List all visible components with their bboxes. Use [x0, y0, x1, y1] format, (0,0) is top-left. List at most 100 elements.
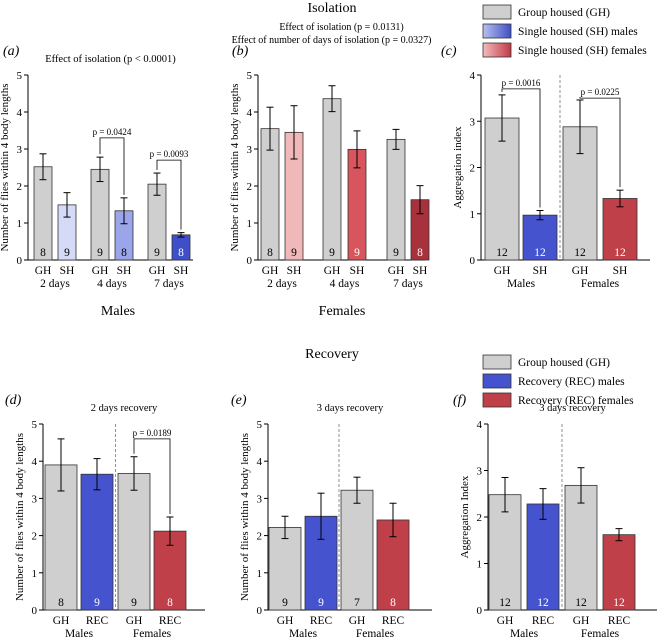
significance-bracket: [99, 137, 125, 195]
y-tick-label: 3: [257, 493, 263, 505]
legends: Group housed (GH) Single housed (SH) male…: [482, 4, 647, 408]
x-tick-label: GH: [494, 265, 511, 277]
n-label: 8: [167, 597, 173, 609]
legend-label: Single housed (SH) males: [518, 26, 638, 38]
x-tick-label: GH: [572, 265, 589, 277]
bar: [340, 489, 374, 611]
legend-swatch: [482, 392, 512, 408]
y-tick-label: 0: [470, 255, 476, 267]
recovery-title: Recovery: [305, 347, 359, 362]
x-tick-label: SH: [613, 265, 628, 277]
bar: [522, 214, 558, 261]
n-label: 9: [291, 247, 297, 259]
x-tick-label: REC: [382, 615, 405, 627]
panel-a: (a) Effect of isolation (p < 0.0001) Numbe…: [0, 44, 193, 290]
x-tick-label: SH: [533, 265, 548, 277]
x-tick-label: SH: [413, 265, 428, 277]
x-tick-label: SH: [350, 265, 365, 277]
y-tick-label: 0: [17, 255, 23, 267]
x-tick-label: SH: [60, 265, 75, 277]
p-value-label: p = 0.0189: [133, 428, 172, 438]
group-label: 4 days: [330, 278, 360, 290]
x-tick-label: GH: [262, 265, 279, 277]
x-tick-label: GH: [126, 615, 143, 627]
n-label: 12: [537, 597, 549, 609]
y-tick-label: 1: [17, 218, 23, 230]
y-tick-label: 3: [477, 466, 483, 478]
panel-b: (b) Effect of isolation (p = 0.0131) Effec…: [229, 22, 431, 290]
x-tick-label: GH: [388, 265, 405, 277]
y-tick-label: 5: [247, 70, 253, 82]
y-tick-label: 4: [17, 107, 23, 119]
n-label: 12: [614, 247, 626, 259]
y-tick-label: 1: [247, 218, 253, 230]
group-label: 7 days: [393, 278, 423, 290]
n-label: 8: [417, 247, 423, 259]
n-label: 9: [393, 247, 399, 259]
y-tick-label: 5: [17, 70, 23, 82]
panel-c: (c)Aggregation index0123412GH12SH12GH12S…: [441, 44, 650, 290]
n-label: 7: [354, 597, 360, 609]
y-tick-label: 2: [32, 531, 38, 543]
y-tick-label: 3: [470, 116, 476, 128]
legend-label: Recovery (REC) males: [518, 376, 625, 388]
panel-letter: (e): [231, 393, 247, 408]
x-tick-label: GH: [35, 265, 52, 277]
significance-bracket: [156, 159, 182, 230]
x-tick-label: GH: [497, 615, 514, 627]
panel-title: 3 days recovery: [317, 403, 384, 414]
x-tick-label: REC: [532, 615, 555, 627]
group-label: Females: [133, 628, 172, 638]
y-tick-label: 2: [17, 181, 23, 193]
x-tick-label: GH: [92, 265, 109, 277]
panel-title: Effect of isolation (p = 0.0131): [279, 22, 403, 33]
legend-label: Group housed (GH): [518, 357, 610, 369]
panel-letter: (b): [232, 44, 249, 59]
n-label: 9: [329, 247, 335, 259]
n-label: 9: [64, 247, 70, 259]
group-label: Females: [581, 278, 620, 290]
y-tick-label: 3: [32, 493, 38, 505]
bar: [526, 503, 560, 611]
bar: [80, 473, 114, 611]
p-value-label: p = 0.0424: [93, 127, 132, 137]
group-label: Females: [356, 628, 395, 638]
legend-swatch: [482, 373, 512, 389]
bar: [33, 166, 53, 261]
panel-title: 3 days recovery: [539, 403, 606, 414]
p-value-label: p = 0.0016: [502, 78, 541, 88]
panel-letter: (f): [453, 393, 467, 408]
panels: (a) Effect of isolation (p < 0.0001) Numbe…: [0, 22, 657, 638]
n-label: 9: [154, 247, 160, 259]
females-caption: Females: [319, 304, 366, 319]
y-tick-label: 5: [32, 419, 38, 431]
y-tick-label: 2: [470, 163, 476, 175]
x-tick-label: SH: [174, 265, 189, 277]
y-tick-label: 5: [257, 419, 263, 431]
group-label: Males: [289, 628, 318, 638]
n-label: 9: [318, 597, 324, 609]
significance-bracket: [133, 438, 171, 514]
y-axis-label: Aggregation Index: [459, 475, 471, 558]
n-label: 8: [40, 247, 46, 259]
y-tick-label: 4: [257, 456, 263, 468]
bar: [564, 484, 598, 611]
bar: [484, 117, 520, 261]
legend-swatch: [482, 42, 512, 58]
y-tick-label: 2: [247, 181, 253, 193]
x-tick-label: REC: [159, 615, 182, 627]
x-tick-label: GH: [573, 615, 590, 627]
y-tick-label: 1: [32, 568, 38, 580]
group-label: 4 days: [97, 278, 127, 290]
y-tick-label: 1: [257, 568, 263, 580]
n-label: 9: [282, 597, 288, 609]
y-tick-label: 3: [247, 144, 253, 156]
p-value-label: p = 0.0225: [581, 87, 620, 97]
panel-letter: (a): [3, 44, 20, 59]
y-tick-label: 3: [17, 144, 23, 156]
n-label: 12: [499, 597, 511, 609]
y-tick-label: 4: [247, 107, 253, 119]
panel-e: (e) 3 days recovery Number of flies within…: [231, 393, 432, 638]
group-label: 2 days: [40, 278, 70, 290]
